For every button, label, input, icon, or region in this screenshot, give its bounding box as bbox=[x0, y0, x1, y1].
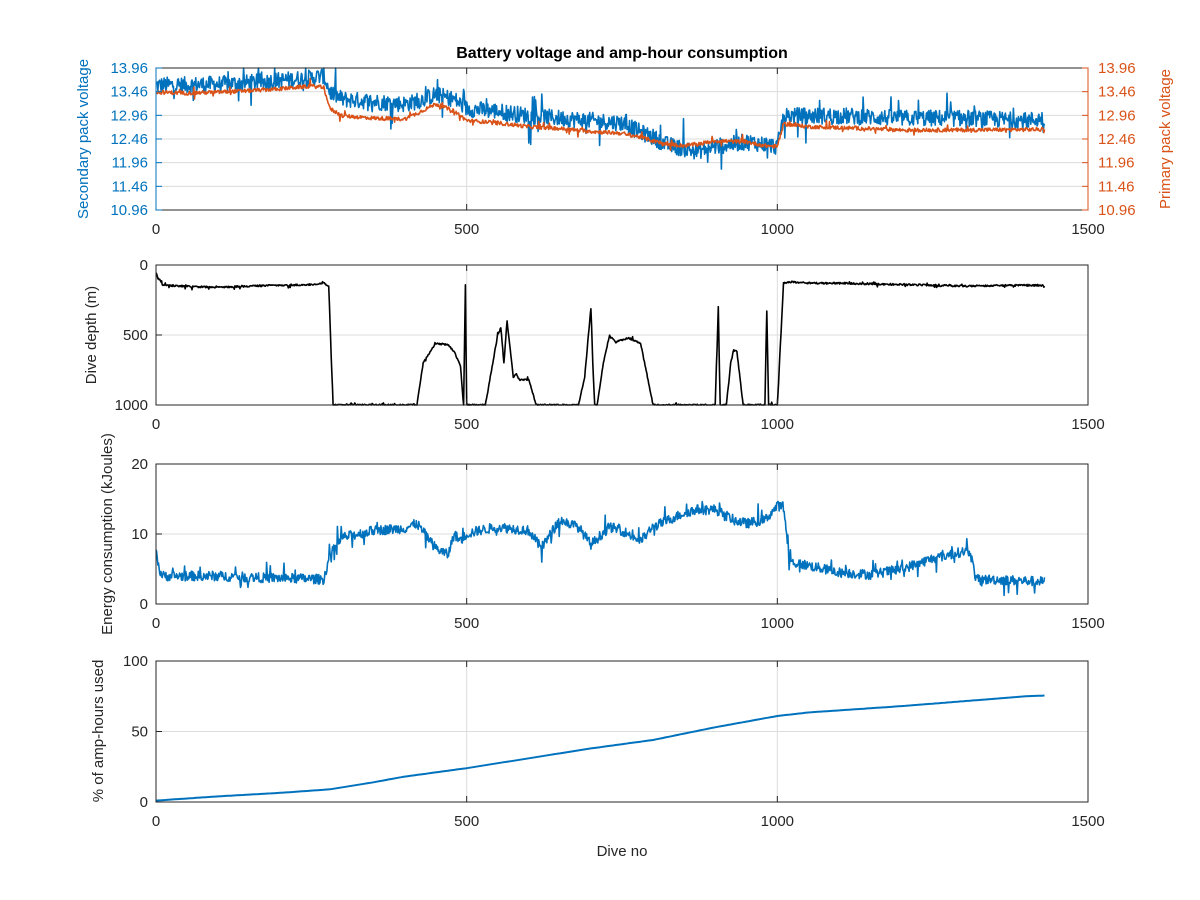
voltage-y-ticks-right: 10.96 11.46 11.96 12.46 12.96 13.46 13.96 bbox=[1082, 60, 1136, 219]
depth-ytick-label: 500 bbox=[123, 327, 148, 344]
amphour-xtick-label: 500 bbox=[454, 813, 479, 830]
depth-series-line-0 bbox=[155, 272, 1046, 406]
voltage-ytick-label: 11.96 bbox=[112, 155, 148, 172]
amphour-grid bbox=[156, 661, 1088, 802]
depth-ylabel: Dive depth (m) bbox=[83, 286, 100, 384]
voltage-series-line-0 bbox=[155, 67, 1046, 170]
amphour-xtick-label: 0 bbox=[152, 813, 160, 830]
energy-ytick-label: 20 bbox=[131, 456, 148, 473]
voltage-xtick-label: 1000 bbox=[761, 221, 794, 238]
voltage-ytick-label: 13.46 bbox=[110, 84, 148, 101]
amphour-ytick-label: 0 bbox=[140, 794, 148, 811]
voltage-ytick-label: 10.96 bbox=[110, 202, 148, 219]
amphour-xtick-label: 1000 bbox=[761, 813, 794, 830]
energy-xtick-label: 500 bbox=[454, 615, 479, 632]
voltage-ytick-label: 12.46 bbox=[110, 131, 148, 148]
voltage-ytick-label: 11.46 bbox=[112, 178, 148, 195]
depth-xtick-label: 1000 bbox=[761, 416, 794, 433]
dive-no-xlabel: Dive no bbox=[597, 843, 648, 860]
depth-series-group bbox=[155, 272, 1046, 406]
voltage-x-ticks: 0 500 1000 1500 bbox=[152, 68, 1105, 238]
amphour-series-line-0 bbox=[155, 694, 1045, 802]
depth-xtick-label: 0 bbox=[152, 416, 160, 433]
voltage-ytick-label: 12.96 bbox=[110, 107, 148, 124]
voltage-ytick-label-right: 10.96 bbox=[1098, 202, 1136, 219]
depth-ytick-label: 0 bbox=[140, 257, 148, 274]
amphour-xtick-label: 1500 bbox=[1071, 813, 1104, 830]
energy-xtick-label: 0 bbox=[152, 615, 160, 632]
energy-xtick-label: 1500 bbox=[1071, 615, 1104, 632]
depth-panel: 0 500 1000 1500 0 500 1000 Dive depth (m) bbox=[83, 257, 1105, 433]
voltage-xtick-label: 1500 bbox=[1071, 221, 1104, 238]
energy-series-line-0 bbox=[155, 500, 1046, 597]
energy-series-group bbox=[155, 500, 1046, 597]
depth-x-ticks: 0 500 1000 1500 bbox=[152, 265, 1105, 433]
voltage-panel: 0 500 1000 1500 10.96 11.46 11.96 12.46 12.96 13… bbox=[75, 45, 1174, 238]
depth-y-ticks: 0 500 1000 bbox=[115, 257, 162, 414]
voltage-series-group bbox=[155, 67, 1046, 170]
voltage-ytick-label-right: 13.96 bbox=[1098, 60, 1136, 77]
voltage-ytick-label-right: 13.46 bbox=[1098, 84, 1136, 101]
energy-xtick-label: 1000 bbox=[761, 615, 794, 632]
energy-panel: 0 500 1000 1500 0 10 20 Energy consumption (k… bbox=[99, 433, 1105, 635]
voltage-ytick-label-right: 12.46 bbox=[1098, 131, 1136, 148]
amphour-ytick-label: 50 bbox=[131, 724, 148, 741]
primary-voltage-ylabel: Primary pack voltage bbox=[1157, 69, 1174, 209]
depth-xtick-label: 1500 bbox=[1071, 416, 1104, 433]
depth-ytick-label: 1000 bbox=[115, 397, 148, 414]
energy-ytick-label: 0 bbox=[140, 596, 148, 613]
voltage-ytick-label: 13.96 bbox=[110, 60, 148, 77]
voltage-ytick-label-right: 11.96 bbox=[1098, 155, 1134, 172]
amphour-series-group bbox=[155, 694, 1045, 802]
energy-ytick-label: 10 bbox=[131, 526, 148, 543]
amphour-x-ticks: 0 500 1000 1500 bbox=[152, 661, 1105, 830]
depth-xtick-label: 500 bbox=[454, 416, 479, 433]
voltage-xtick-label: 0 bbox=[152, 221, 160, 238]
chart-title: Battery voltage and amp-hour consumption bbox=[456, 45, 788, 62]
voltage-ytick-label-right: 11.46 bbox=[1098, 178, 1134, 195]
energy-x-ticks: 0 500 1000 1500 bbox=[152, 464, 1105, 632]
voltage-xtick-label: 500 bbox=[454, 221, 479, 238]
energy-y-ticks: 0 10 20 bbox=[131, 456, 162, 613]
voltage-y-ticks-left: 10.96 11.46 11.96 12.46 12.96 13.46 13.96 bbox=[110, 60, 162, 219]
secondary-voltage-ylabel: Secondary pack voltage bbox=[75, 59, 92, 219]
energy-ylabel: Energy consumption (kJoules) bbox=[99, 433, 116, 635]
amphour-ytick-label: 100 bbox=[123, 653, 148, 670]
voltage-ytick-label-right: 12.96 bbox=[1098, 107, 1136, 124]
amphour-ylabel: % of amp-hours used bbox=[90, 660, 107, 803]
voltage-series-line-1 bbox=[155, 77, 1046, 152]
amphour-y-ticks: 0 50 100 bbox=[123, 653, 162, 811]
